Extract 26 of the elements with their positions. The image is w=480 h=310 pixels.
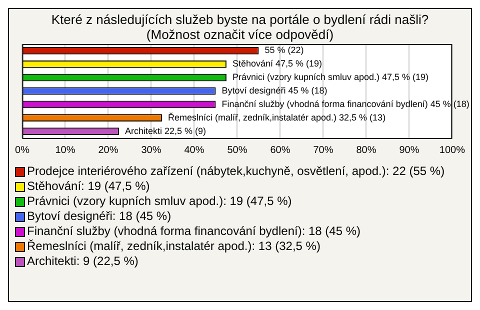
data-label: Řemeslníci (malíř, zedník,instalatér apod.) 32,5 % (13) xyxy=(168,112,386,122)
data-label: 55 % (22) xyxy=(264,45,304,56)
legend-label: Finanční služby (vhodná forma financování bydlení): 18 (45 %) xyxy=(27,224,361,239)
legend-label: Stěhování: 19 (47,5 %) xyxy=(27,179,150,194)
legend-label: Prodejce interiérového zařízení (nábytek,kuchyně, osvětlení, apod.): 22 (55 %) xyxy=(27,164,445,179)
legend-label: Právnici (vzory kupních smluv apod.): 19 (47,5 %) xyxy=(27,194,292,209)
x-tick-label: 40% xyxy=(184,144,204,156)
x-tick-label: 80% xyxy=(356,144,376,156)
legend-label: Architekti: 9 (22,5 %) xyxy=(27,254,138,269)
x-tick-label: 100% xyxy=(439,144,466,156)
legend-label: Řemeslníci (malíř, zedník,instalatér apod.): 13 (32,5 %) xyxy=(27,239,320,254)
x-tick-label: 20% xyxy=(98,144,118,156)
x-tick-label: 30% xyxy=(141,144,162,156)
x-tick-label: 0% xyxy=(15,144,30,156)
x-tick-label: 60% xyxy=(270,144,290,156)
data-label: Finanční služby (vhodná forma financování bydlení) 45 % (18) xyxy=(222,98,470,109)
data-label: Architekti 22,5 % (9) xyxy=(124,126,206,136)
legend-label: Bytoví designéři: 18 (45 %) xyxy=(27,209,172,224)
x-tick-label: 70% xyxy=(313,144,334,156)
data-label: Stěhování 47,5 % (19) xyxy=(232,58,322,69)
x-tick-label: 10% xyxy=(55,144,76,156)
chart-title: Které z následujících služeb byste na portále o bydlení rádi našli? (Možnost označit více odpovědí) xyxy=(50,11,430,44)
data-label: Bytoví designéři 45 % (18) xyxy=(222,85,328,96)
data-label: Právnici (vzory kupních smluv apod.) 47,5 % (19) xyxy=(232,72,429,82)
x-tick-label: 90% xyxy=(399,144,420,156)
x-tick-label: 50% xyxy=(227,144,248,156)
